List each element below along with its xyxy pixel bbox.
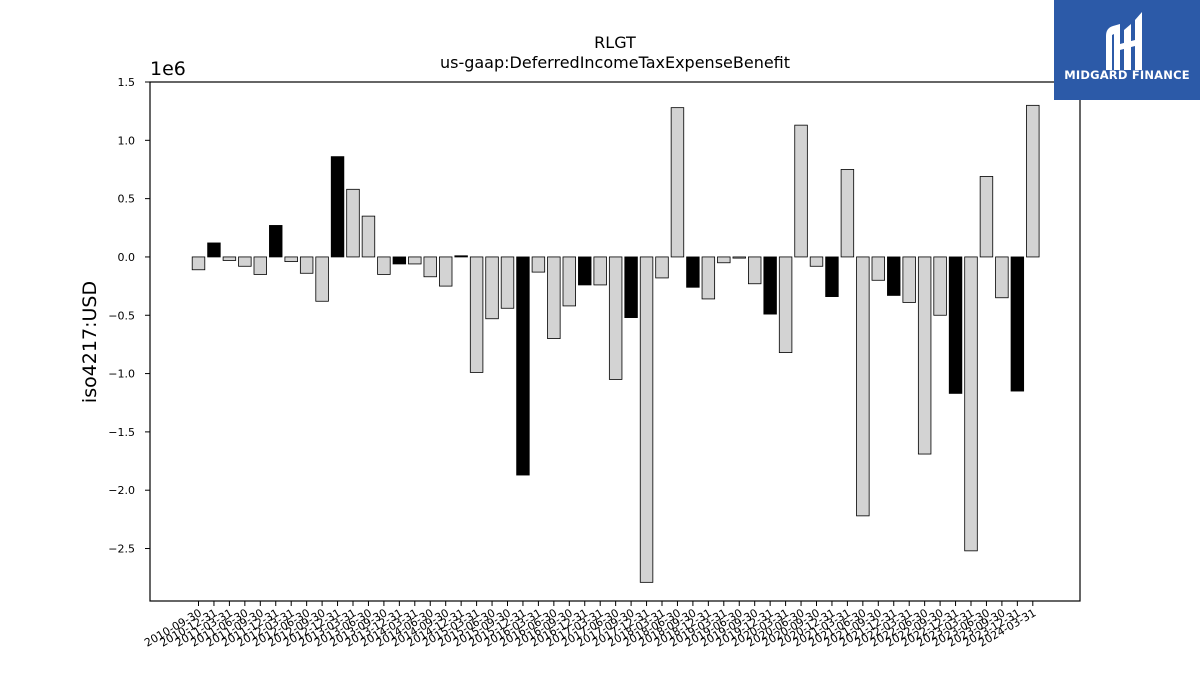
bar-2010-12-31 (207, 242, 221, 258)
bar-2014-03-31 (408, 256, 422, 265)
bar-2016-09-30 (562, 256, 577, 307)
bar-2020-12-31 (825, 256, 839, 297)
bar-2013-12-31 (392, 256, 407, 265)
bar-2012-12-31 (330, 156, 345, 258)
bar-2016-03-31 (531, 256, 546, 273)
bar-2018-06-30 (670, 107, 685, 258)
bar-2018-12-31 (701, 256, 716, 300)
y-tick-label: −0.5 (108, 309, 135, 322)
y-axis-ticks: 1.5 1.0 0.5 0.0 −0.5 −1.0 −1.5 −2.0 −2.5 (108, 76, 150, 556)
midgard-m-logo-icon (1054, 0, 1200, 100)
bar-2017-06-30 (608, 256, 623, 380)
plot-frame (149, 81, 1081, 602)
bar-2023-12-31 (1010, 256, 1025, 392)
bar-2023-03-31 (964, 256, 978, 552)
bar-2021-03-31 (840, 169, 855, 258)
bar-2020-03-31 (778, 256, 793, 353)
y-offset-text: 1e6 (150, 58, 186, 80)
x-axis-ticks: 2010-09-302010-12-312011-03-312011-06-30… (142, 601, 1038, 650)
y-tick-label: 1.0 (118, 134, 136, 147)
bar-2015-12-31 (516, 256, 530, 476)
bar-2021-06-30 (856, 256, 870, 517)
y-tick-label: −2.0 (108, 484, 135, 497)
bar-2019-03-31 (717, 256, 731, 264)
bar-2016-12-31 (578, 256, 592, 286)
bar-2022-09-30 (933, 256, 947, 316)
y-tick-label: 0.5 (118, 193, 136, 206)
bar-2022-06-30 (917, 256, 932, 455)
bar-2019-12-31 (763, 256, 777, 315)
y-tick-label: −1.0 (108, 368, 135, 381)
bar-2019-06-30 (732, 256, 746, 259)
bar-2022-03-31 (902, 256, 916, 303)
bar-2013-09-30 (377, 256, 391, 275)
bar-2023-06-30 (979, 176, 994, 258)
bar-2017-12-31 (639, 256, 654, 583)
chart-title: RLGT (594, 33, 636, 52)
bar-2013-03-31 (346, 188, 360, 258)
bar-2014-12-31 (454, 255, 468, 258)
bar-2013-06-30 (361, 215, 376, 258)
y-tick-label: 1.5 (118, 76, 136, 89)
bars-group (191, 104, 1040, 583)
bar-2024-03-31 (1026, 104, 1040, 258)
bar-2015-03-31 (469, 256, 484, 373)
bar-2011-06-30 (238, 256, 252, 267)
y-axis-label: iso4217:USD (79, 281, 101, 403)
bar-2021-09-30 (871, 256, 886, 281)
bar-2020-06-30 (794, 124, 808, 258)
bar-2021-12-31 (887, 256, 901, 296)
bar-2011-09-30 (253, 256, 268, 275)
brand-logo: MIDGARD FINANCE (1054, 0, 1200, 100)
y-tick-label: 0.0 (118, 251, 136, 264)
bar-2012-03-31 (284, 256, 298, 263)
logo-text: MIDGARD FINANCE (1064, 68, 1190, 82)
bar-2015-06-30 (485, 256, 499, 320)
y-tick-label: −1.5 (108, 426, 135, 439)
bar-2018-03-31 (655, 256, 669, 279)
y-tick-label: −2.5 (108, 543, 135, 556)
bar-2016-06-30 (547, 256, 561, 339)
bar-2010-09-30 (191, 256, 206, 271)
bar-2014-09-30 (438, 256, 453, 287)
bar-2017-09-30 (624, 256, 638, 318)
bar-2014-06-30 (423, 256, 437, 278)
bar-2019-09-30 (748, 256, 762, 285)
bar-2012-06-30 (299, 256, 314, 274)
bar-2011-12-31 (269, 225, 283, 258)
bar-2017-03-31 (593, 256, 607, 286)
bar-2018-09-30 (686, 256, 700, 288)
bar-2023-09-30 (995, 256, 1009, 299)
bar-2011-03-31 (222, 256, 237, 261)
bar-2020-09-30 (809, 256, 824, 267)
bar-2015-09-30 (500, 256, 515, 309)
bar-2022-12-31 (948, 256, 963, 394)
chart-subtitle: us-gaap:DeferredIncomeTaxExpenseBenefit (440, 53, 790, 72)
bar-2012-09-30 (315, 256, 329, 302)
